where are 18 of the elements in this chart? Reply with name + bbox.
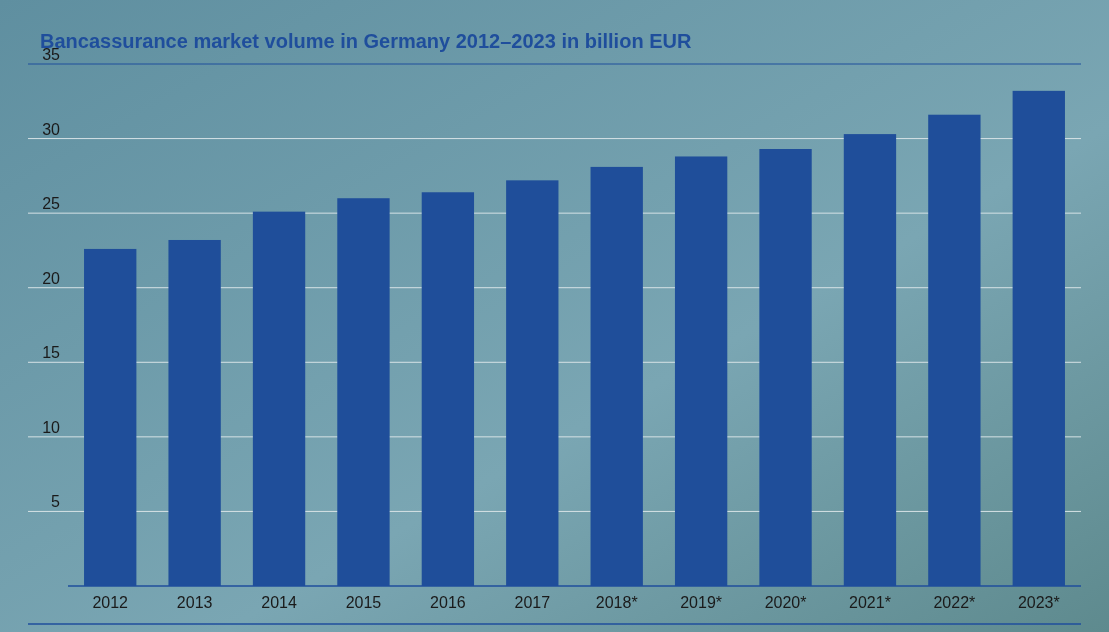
y-tick-label: 10 xyxy=(42,418,61,436)
x-tick-label: 2023* xyxy=(1017,594,1060,611)
y-tick-label: 30 xyxy=(42,120,61,138)
x-tick-label: 2015 xyxy=(345,594,382,611)
x-tick-label: 2013 xyxy=(176,594,213,611)
x-tick-label: 2018* xyxy=(595,594,638,611)
x-tick-label: 2019* xyxy=(680,594,723,611)
x-tick-label: 2021* xyxy=(849,594,891,611)
x-tick-label: 2016 xyxy=(430,594,466,611)
x-tick-label: 2022* xyxy=(933,594,976,611)
y-tick-label: 15 xyxy=(42,344,61,362)
y-tick-label: 5 xyxy=(51,493,61,511)
x-tick-label: 2020* xyxy=(764,594,807,611)
y-tick-label: 25 xyxy=(42,195,61,213)
x-tick-label: 2012 xyxy=(92,594,129,611)
x-tick-label: 2017 xyxy=(514,594,551,611)
y-tick-label: 20 xyxy=(42,269,61,287)
x-tick-label: 2014 xyxy=(261,594,297,611)
